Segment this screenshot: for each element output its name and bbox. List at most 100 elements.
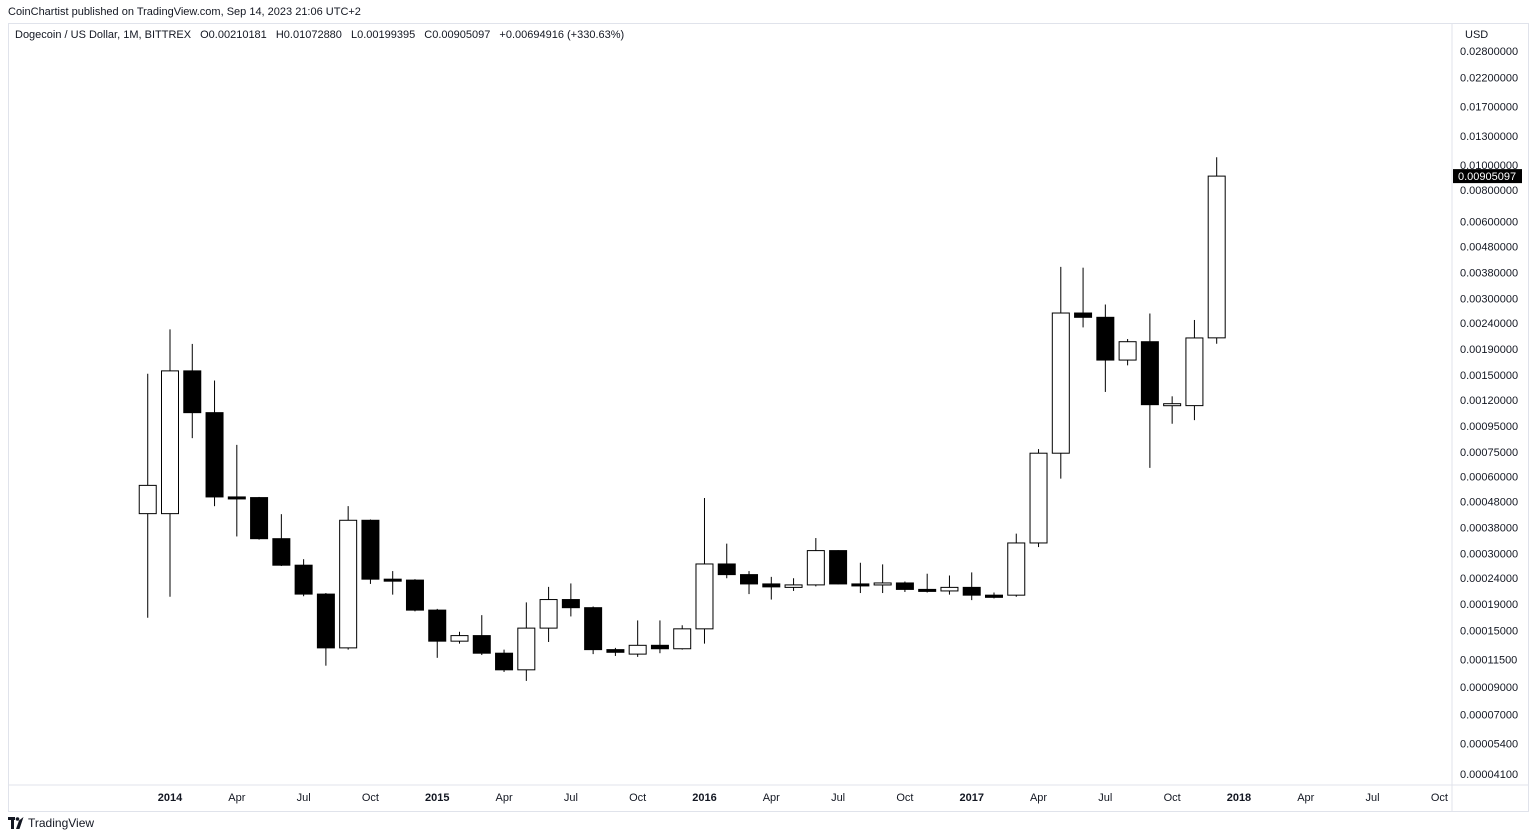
- candle-body-down: [361, 519, 380, 580]
- last-price-badge: [1453, 169, 1522, 184]
- time-tick-label: 2016: [692, 792, 716, 804]
- price-tick-label: 0.00011500: [1460, 655, 1517, 667]
- time-tick-label: Jul: [297, 792, 311, 804]
- candle-body-down: [740, 574, 759, 585]
- brand-label: TradingView: [28, 816, 95, 830]
- candle-body-down: [405, 579, 424, 611]
- legend-open: O0.00210181: [200, 29, 267, 41]
- candle-body-up: [1207, 175, 1226, 339]
- candle-body-up: [1007, 542, 1026, 596]
- candle-body-up: [806, 550, 825, 586]
- price-tick-label: 0.00480000: [1460, 241, 1518, 253]
- time-tick-label: Oct: [629, 792, 646, 804]
- legend-high: H0.01072880: [275, 29, 342, 41]
- price-tick-label: 0.00009000: [1460, 682, 1518, 694]
- candle-body-down: [962, 586, 981, 596]
- price-tick-label: 0.01700000: [1460, 101, 1518, 113]
- time-tick-label: 2015: [425, 792, 449, 804]
- price-tick-label: 0.00240000: [1460, 318, 1518, 330]
- candle-body-down: [1074, 312, 1093, 318]
- legend-symbol: Dogecoin / US Dollar, 1M, BITTREX: [15, 29, 192, 41]
- candle-body-up: [1163, 403, 1182, 407]
- legend-change: +0.00694916 (+330.63%): [499, 29, 625, 41]
- price-tick-label: 0.00060000: [1460, 472, 1518, 484]
- price-tick-label: 0.01300000: [1460, 131, 1518, 143]
- currency-label: USD: [1465, 29, 1489, 41]
- price-tick-label: 0.00019000: [1460, 599, 1518, 611]
- price-tick-label: 0.00048000: [1460, 496, 1518, 508]
- candle-body-up: [1029, 452, 1048, 544]
- candle-body-up: [1185, 337, 1204, 407]
- candle-body-up: [673, 628, 692, 650]
- candle-body-down: [1096, 316, 1115, 361]
- time-tick-label: Jul: [564, 792, 578, 804]
- price-tick-label: 0.00150000: [1460, 370, 1518, 382]
- tradingview-brand[interactable]: TradingView: [8, 816, 94, 830]
- time-tick-label: Oct: [1164, 792, 1181, 804]
- price-tick-label: 0.00800000: [1460, 185, 1518, 197]
- candle-body-up: [873, 582, 892, 586]
- tradingview-logo-icon: [8, 817, 24, 829]
- price-tick-label: 0.00600000: [1460, 217, 1518, 229]
- price-tick-label: 0.00004100: [1460, 769, 1518, 781]
- price-tick-label: 0.00300000: [1460, 293, 1518, 305]
- candle-body-down: [1140, 341, 1159, 406]
- candle-body-down: [183, 370, 202, 414]
- candle-body-down: [717, 563, 736, 576]
- publish-info: CoinChartist published on TradingView.co…: [8, 6, 361, 18]
- candle-body-up: [138, 484, 157, 515]
- time-tick-label: Apr: [763, 792, 780, 804]
- candle-body-down: [227, 496, 246, 500]
- time-tick-label: Apr: [228, 792, 245, 804]
- time-tick-label: Apr: [1297, 792, 1314, 804]
- candle-body-up: [161, 370, 179, 515]
- price-tick-label: 0.00005400: [1460, 738, 1518, 750]
- candle-body-up: [517, 627, 536, 671]
- time-tick-label: Apr: [495, 792, 512, 804]
- time-tick-label: 2014: [158, 792, 183, 804]
- time-tick-label: Oct: [362, 792, 379, 804]
- candle-body-down: [316, 593, 335, 649]
- candle-body-down: [205, 412, 224, 498]
- candle-body-up: [339, 519, 358, 649]
- time-tick-label: 2017: [959, 792, 983, 804]
- time-tick-label: Jul: [831, 792, 845, 804]
- candle-body-down: [650, 644, 669, 650]
- price-tick-label: 0.01000000: [1460, 160, 1518, 172]
- candle-body-up: [1118, 341, 1137, 361]
- candle-body-up: [539, 599, 558, 629]
- candle-body-down: [561, 599, 580, 609]
- candle-body-down: [829, 550, 848, 585]
- price-tick-label: 0.00007000: [1460, 710, 1518, 722]
- price-tick-label: 0.00024000: [1460, 573, 1518, 585]
- candle-body-down: [606, 649, 625, 653]
- last-price-label: 0.00905097: [1458, 171, 1516, 183]
- candle-body-up: [1051, 312, 1070, 454]
- candle-body-down: [918, 588, 937, 592]
- candle-body-down: [851, 583, 870, 587]
- candle-body-up: [628, 644, 647, 655]
- candle-body-up: [695, 563, 714, 630]
- time-tick-label: Oct: [896, 792, 913, 804]
- price-tick-label: 0.00075000: [1460, 447, 1518, 459]
- candle-body-up: [784, 584, 803, 588]
- symbol-legend: Dogecoin / US Dollar, 1M, BITTREX O0.002…: [15, 29, 630, 41]
- price-tick-label: 0.02200000: [1460, 73, 1518, 85]
- candle-body-down: [428, 609, 447, 642]
- candle-body-down: [895, 582, 914, 590]
- price-tick-label: 0.00120000: [1460, 395, 1518, 407]
- price-tick-label: 0.00038000: [1460, 522, 1518, 534]
- candle-body-down: [495, 652, 514, 671]
- candle-body-down: [272, 538, 291, 566]
- time-tick-label: 2018: [1227, 792, 1251, 804]
- legend-low: L0.00199395: [350, 29, 416, 41]
- candle-body-up: [450, 635, 469, 642]
- candle-body-down: [472, 635, 491, 654]
- price-tick-label: 0.00190000: [1460, 344, 1518, 356]
- price-tick-label: 0.00015000: [1460, 625, 1518, 637]
- price-tick-label: 0.00030000: [1460, 549, 1518, 561]
- candle-body-down: [383, 578, 402, 582]
- candle-body-down: [984, 594, 1003, 598]
- time-tick-label: Apr: [1030, 792, 1047, 804]
